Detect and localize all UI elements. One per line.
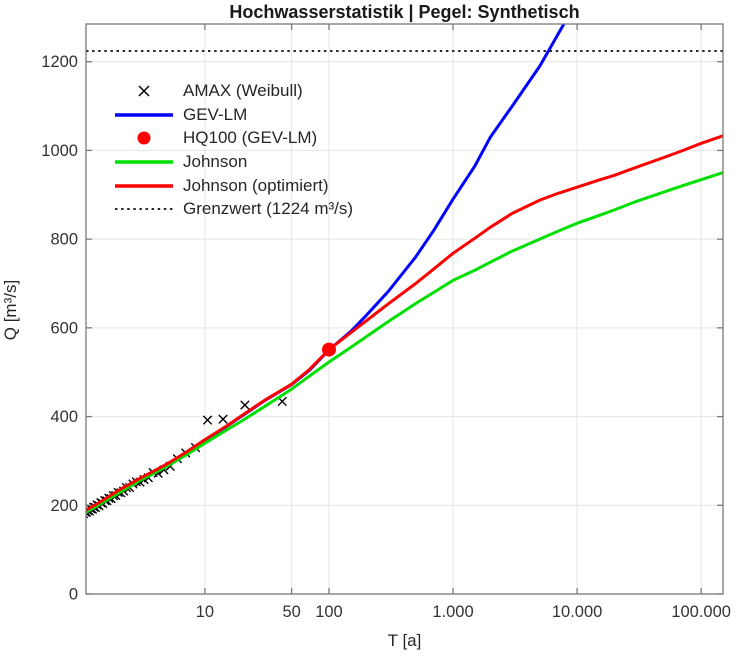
svg-text:0: 0 [69,586,78,604]
svg-text:800: 800 [50,231,78,249]
y-tick-labels: 0 200 400 600 800 1000 1200 [41,53,78,603]
svg-text:400: 400 [50,408,78,426]
series-johnson [85,171,724,514]
svg-text:100.000: 100.000 [671,603,731,621]
legend-item-2: GEV-LM [112,103,353,127]
legend-label: Grenzwert (1224 m³/s) [183,199,354,219]
svg-text:100: 100 [315,603,343,621]
legend-item-5: Johnson (optimiert) [112,174,353,198]
legend-label: Johnson (optimiert) [183,175,329,195]
svg-text:600: 600 [50,319,78,337]
legend-label: AMAX (Weibull) [183,80,303,100]
svg-text:200: 200 [50,497,78,515]
axes-box [85,23,724,595]
legend-label: HQ100 (GEV-LM) [183,128,318,148]
svg-text:50: 50 [282,603,300,621]
svg-text:10: 10 [196,603,214,621]
svg-text:10.000: 10.000 [552,603,602,621]
legend-cross-icon [138,85,150,97]
legend-dotted-line-swatch [115,208,173,211]
x-tick-labels: 10 50 100 1.000 10.000 100.000 [196,603,731,621]
svg-text:1000: 1000 [41,142,78,160]
x-axis-label: T [a] [387,631,422,650]
hq100-point-marker [321,342,336,357]
legend-item-1: AMAX (Weibull) [112,79,353,103]
legend-item-4: Johnson [112,150,353,174]
gridlines [86,24,723,594]
tick-marks [86,24,723,595]
legend-dot-icon [137,131,151,145]
legend-line-swatch [115,112,173,117]
chart-title: Hochwasserstatistik | Pegel: Synthetisch [229,2,580,22]
legend-line-swatch [115,183,173,188]
legend-item-6: Grenzwert (1224 m³/s) [112,197,353,221]
svg-text:1.000: 1.000 [432,603,473,621]
legend-label: Johnson [183,151,248,171]
legend: AMAX (Weibull) GEV-LM HQ100 (GEV-LM) Johnso… [112,79,353,221]
legend-line-swatch [115,160,173,164]
series-johnson-optimiert [85,134,724,512]
legend-label: GEV-LM [183,104,248,124]
legend-item-3: HQ100 (GEV-LM) [112,126,353,150]
svg-text:1200: 1200 [41,53,78,71]
